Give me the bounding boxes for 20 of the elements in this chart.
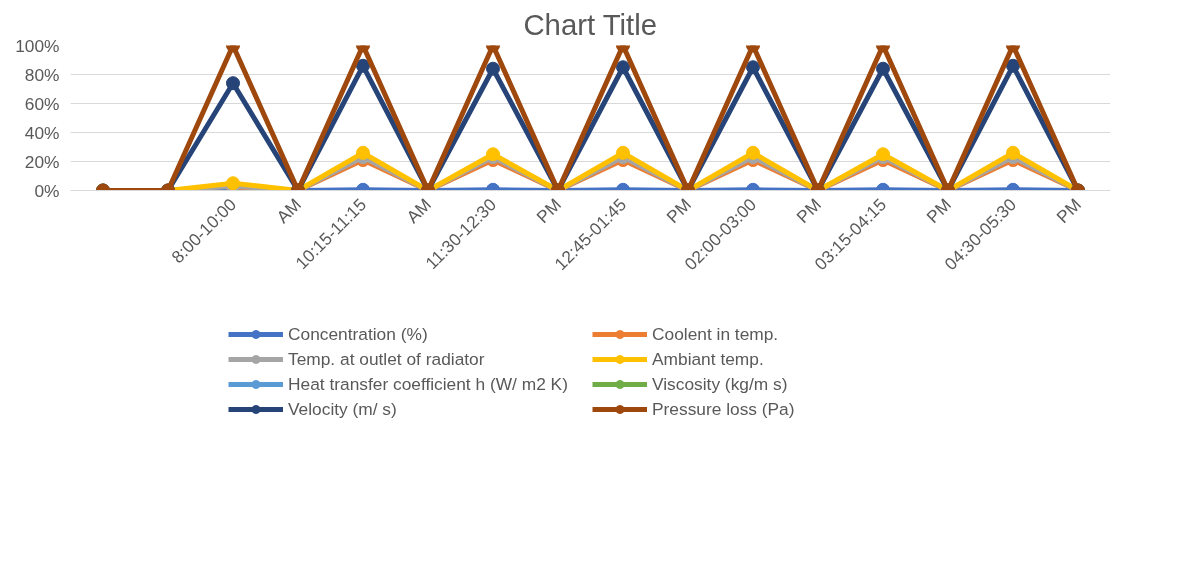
legend-label: Ambiant temp. bbox=[652, 348, 765, 370]
point bbox=[356, 145, 370, 160]
legend-label: Coolent in temp. bbox=[652, 323, 780, 345]
legend-label: Heat transfer coefficient h (W/ m2 K) bbox=[288, 373, 569, 395]
y-tick-label: 40% bbox=[24, 122, 60, 143]
chart-title: Chart Title bbox=[523, 7, 658, 41]
legend-label: Concentration (%) bbox=[288, 323, 429, 345]
legend-label: Viscosity (kg/m s) bbox=[652, 373, 789, 395]
y-tick-label: 80% bbox=[24, 64, 60, 85]
legend-label: Velocity (m/ s) bbox=[288, 398, 398, 420]
point bbox=[1006, 145, 1020, 160]
y-tick-label: 20% bbox=[24, 151, 60, 172]
y-tick-label: 60% bbox=[24, 93, 60, 114]
y-tick-label: 100% bbox=[15, 35, 60, 56]
y-tick-label: 0% bbox=[34, 180, 60, 201]
x-tick-label: PM bbox=[1052, 194, 1086, 227]
point bbox=[616, 145, 630, 160]
point bbox=[746, 145, 760, 160]
legend-label: Pressure loss (Pa) bbox=[652, 398, 796, 420]
legend-label: Temp. at outlet of radiator bbox=[288, 348, 486, 370]
